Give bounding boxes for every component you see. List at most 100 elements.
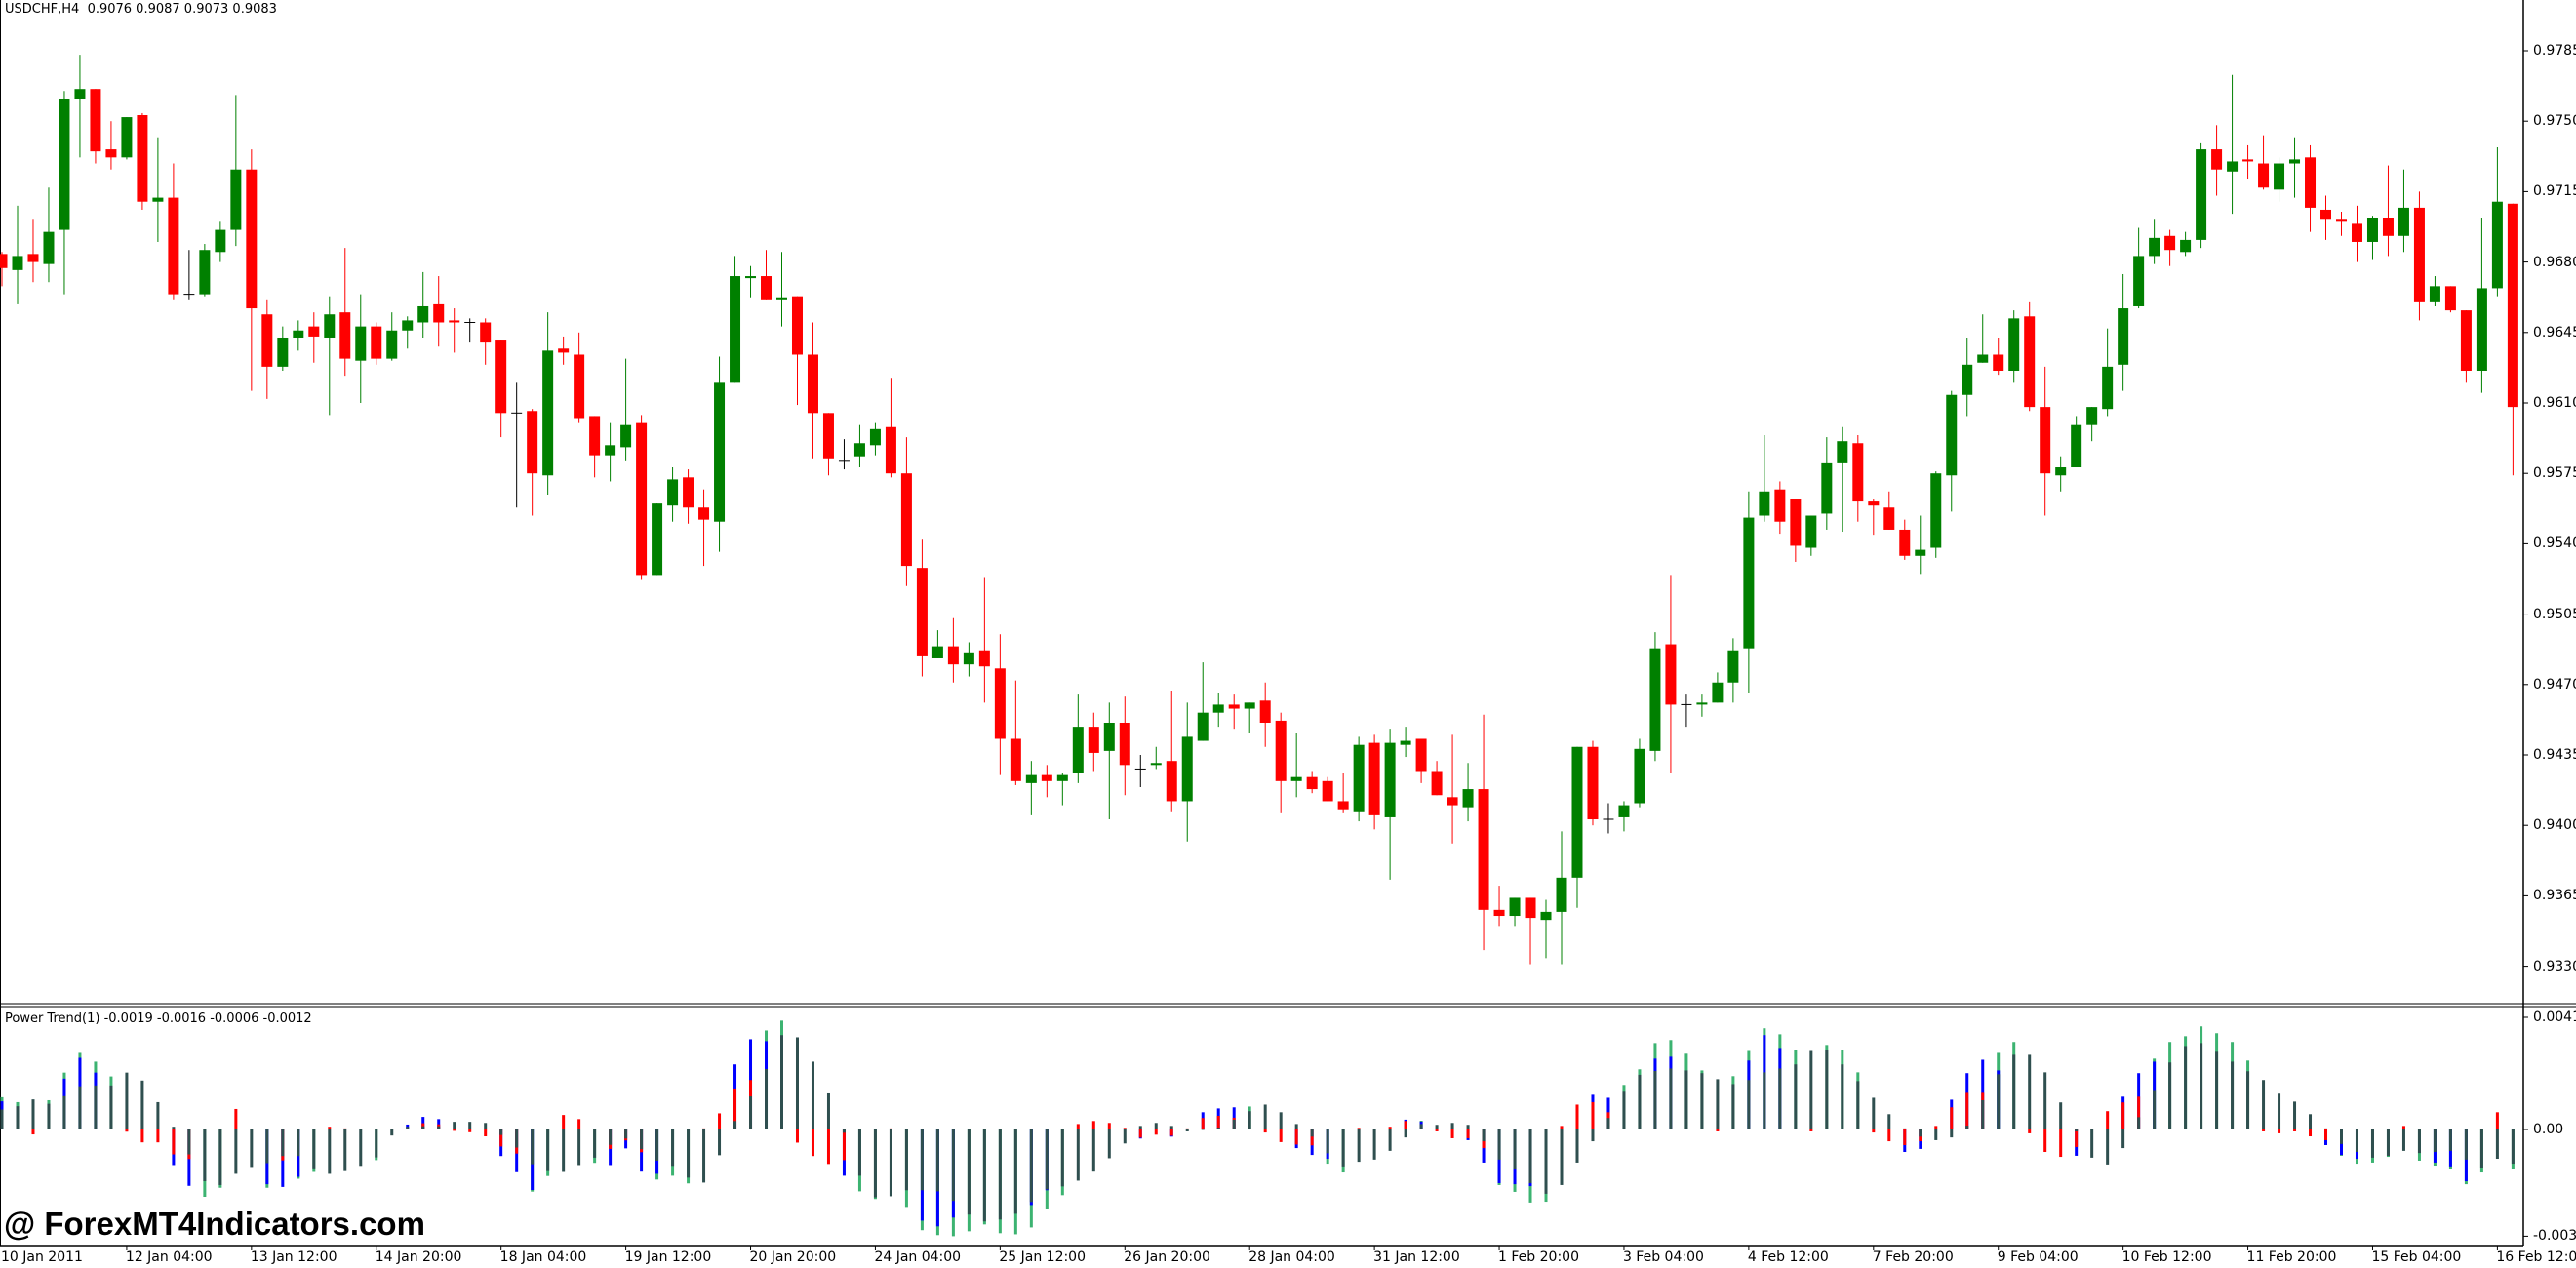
candle-body <box>791 296 803 355</box>
candle <box>791 296 803 406</box>
candle-body <box>386 330 398 359</box>
histogram-bar-main <box>1528 1129 1532 1183</box>
candle-body <box>1306 776 1318 790</box>
histogram-bar-main <box>515 1129 519 1148</box>
candle <box>1571 746 1583 908</box>
histogram-bar-main <box>2075 1129 2079 1131</box>
candle <box>324 296 336 416</box>
histogram-bar-red <box>1560 1126 1564 1129</box>
histogram-bar-main <box>655 1129 659 1161</box>
candle <box>2320 195 2332 240</box>
candle <box>2476 218 2487 393</box>
candle <box>1462 763 1474 822</box>
time-tick-label: 31 Jan 12:00 <box>1373 1249 1460 1265</box>
histogram-bar-red <box>1091 1121 1095 1129</box>
candle <box>652 503 663 576</box>
candle <box>2507 203 2518 476</box>
histogram-bar-main <box>1045 1129 1049 1190</box>
candle <box>2366 216 2378 260</box>
price-tick-label: 0.9715 <box>2533 183 2576 200</box>
candle <box>1540 899 1552 959</box>
candle-body <box>1649 648 1661 751</box>
histogram-bar-main <box>47 1103 51 1129</box>
candle <box>261 299 273 399</box>
candle-body <box>433 303 445 323</box>
candle-body <box>1493 909 1505 917</box>
candle <box>1774 481 1786 535</box>
histogram-bar-main <box>1934 1129 1938 1140</box>
candle <box>2196 142 2207 249</box>
candle-body <box>480 322 492 343</box>
histogram-bar-main <box>998 1129 1002 1220</box>
histogram-bar-main <box>62 1095 66 1129</box>
candle <box>339 248 351 377</box>
candle <box>308 312 320 363</box>
candle <box>1010 680 1021 785</box>
histogram-bar-main <box>1638 1074 1642 1129</box>
candle-body <box>2164 235 2176 251</box>
histogram-bar-main <box>1591 1129 1595 1142</box>
candle-body <box>1353 744 1365 812</box>
candle <box>1447 734 1458 844</box>
candle <box>1727 638 1739 703</box>
histogram-bar-main <box>187 1129 191 1155</box>
candle-body <box>1166 761 1177 802</box>
candle <box>1743 491 1755 693</box>
candle-body <box>105 149 117 158</box>
histogram-bar-main <box>218 1129 222 1185</box>
time-tick-label: 3 Feb 04:00 <box>1622 1249 1704 1265</box>
candle-body <box>1743 517 1755 649</box>
histogram-bar-main <box>935 1129 939 1192</box>
histogram-bar-main <box>109 1085 113 1129</box>
candle <box>1025 761 1037 815</box>
histogram-bar-main <box>2309 1114 2313 1129</box>
price-tick-label: 0.9575 <box>2533 465 2576 482</box>
histogram-bar-main <box>2200 1043 2203 1129</box>
candle <box>27 219 39 283</box>
candle-body <box>698 507 710 520</box>
histogram-bar-main <box>359 1129 363 1167</box>
candle-body <box>667 479 679 506</box>
histogram-bar-red <box>2401 1126 2405 1129</box>
candle <box>1712 672 1724 703</box>
symbol-timeframe: USDCHF,H4 <box>5 2 80 17</box>
histogram-bar-red <box>1435 1129 1439 1131</box>
candle-body <box>1431 771 1443 796</box>
candle-body <box>1712 682 1724 703</box>
candle <box>1166 690 1177 812</box>
histogram-bar-main <box>1622 1091 1626 1129</box>
candle-body <box>43 231 55 264</box>
histogram-bar-main <box>640 1129 644 1150</box>
indicator-tick-label: -0.0039 <box>2533 1228 2576 1245</box>
candle <box>1197 662 1209 741</box>
histogram-bar-main <box>671 1129 675 1167</box>
histogram-bar-main <box>2293 1101 2297 1129</box>
time-tick-label: 24 Jan 04:00 <box>874 1249 962 1265</box>
histogram-bar-red <box>826 1129 830 1165</box>
histogram-bar-main <box>1887 1114 1891 1129</box>
histogram-bar-main <box>1950 1129 1954 1138</box>
candle-body <box>2398 207 2409 236</box>
histogram-bar-red <box>2106 1111 2110 1129</box>
candle-body <box>402 320 414 331</box>
histogram-bar-red <box>1716 1129 1720 1131</box>
histogram-bar-main <box>2168 1062 2172 1129</box>
candle <box>730 256 741 383</box>
candle <box>168 163 179 300</box>
histogram-bar-main <box>531 1129 535 1165</box>
candle-body <box>1868 501 1880 506</box>
candle-body <box>916 568 928 656</box>
candle-body <box>230 169 242 230</box>
histogram-bar-main <box>1731 1084 1735 1129</box>
histogram-bar-red <box>31 1129 35 1135</box>
time-tick-label: 26 Jan 20:00 <box>1124 1249 1210 1265</box>
time-tick-label: 9 Feb 04:00 <box>1997 1249 2079 1265</box>
candle-body <box>714 382 726 522</box>
candle-body <box>2476 288 2487 371</box>
histogram-bar-red <box>1310 1129 1314 1146</box>
candle <box>371 322 382 365</box>
